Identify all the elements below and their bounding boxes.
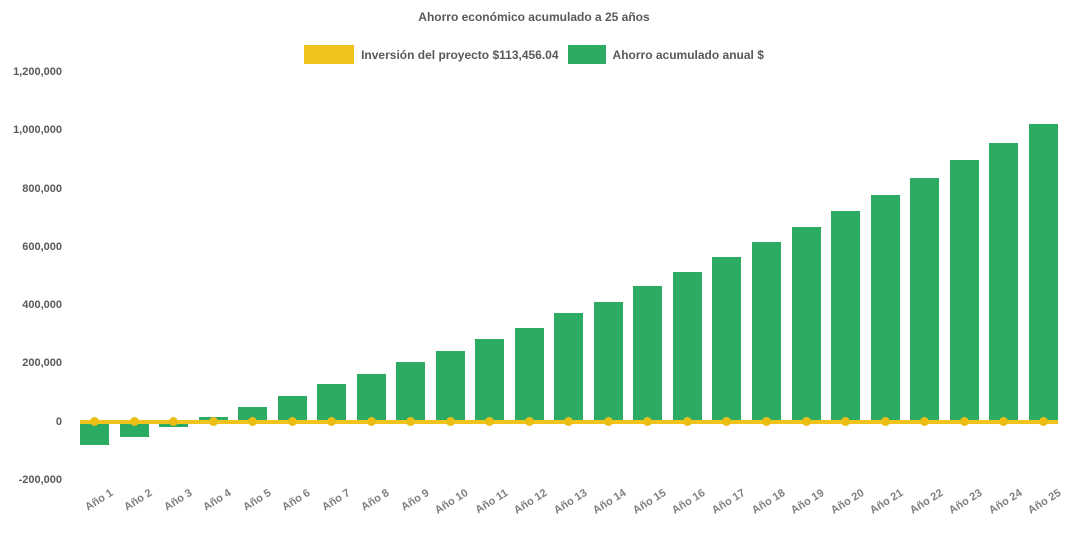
- legend-label-savings: Ahorro acumulado anual $: [612, 47, 764, 62]
- x-axis-label-ano-15: Año 15: [630, 487, 669, 517]
- bar-ano-2[interactable]: [119, 421, 149, 438]
- investment-line-marker-ano-22[interactable]: [920, 417, 930, 427]
- bar-ano-20[interactable]: [831, 210, 861, 422]
- x-axis-label-ano-16: Año 16: [670, 487, 708, 517]
- bar-ano-10[interactable]: [435, 351, 465, 422]
- investment-line-marker-ano-17[interactable]: [722, 417, 732, 427]
- investment-line-marker-ano-21[interactable]: [880, 417, 890, 427]
- bar-ano-13[interactable]: [554, 313, 584, 422]
- x-axis-label-ano-25: Año 25: [1026, 487, 1064, 517]
- y-axis-tick-label: 0: [55, 415, 62, 428]
- bar-ano-5[interactable]: [238, 406, 268, 422]
- x-axis-label-ano-21: Año 21: [867, 487, 906, 517]
- legend-item-savings[interactable]: Ahorro acumulado anual $: [567, 45, 764, 64]
- investment-line-marker-ano-2[interactable]: [129, 417, 139, 427]
- x-axis-label-ano-1: Año 1: [82, 487, 115, 514]
- bar-ano-12[interactable]: [514, 327, 544, 422]
- x-axis-label-ano-10: Año 10: [433, 487, 471, 517]
- investment-line-marker-ano-15[interactable]: [643, 417, 653, 427]
- investment-line-marker-ano-3[interactable]: [169, 417, 179, 427]
- investment-line-marker-ano-13[interactable]: [564, 417, 574, 427]
- bar-ano-14[interactable]: [593, 301, 623, 422]
- investment-line-marker-ano-11[interactable]: [485, 417, 495, 427]
- investment-line-marker-ano-10[interactable]: [445, 417, 455, 427]
- x-axis-label-ano-13: Año 13: [551, 487, 590, 517]
- x-axis-label-ano-4: Año 4: [201, 487, 234, 514]
- x-axis-label-ano-9: Año 9: [398, 487, 432, 514]
- bar-ano-23[interactable]: [949, 160, 979, 422]
- investment-line-marker-ano-5[interactable]: [248, 417, 258, 427]
- bar-ano-16[interactable]: [672, 272, 702, 422]
- bar-ano-22[interactable]: [910, 178, 940, 422]
- x-axis-label-ano-6: Año 6: [280, 487, 313, 514]
- investment-line-marker-ano-8[interactable]: [366, 417, 376, 427]
- x-axis-label-ano-24: Año 24: [986, 487, 1025, 517]
- x-axis-label-ano-17: Año 17: [709, 487, 748, 517]
- x-axis-label-ano-2: Año 2: [122, 487, 155, 514]
- investment-line-marker-ano-7[interactable]: [327, 417, 337, 427]
- investment-line-marker-ano-18[interactable]: [762, 417, 771, 427]
- investment-line-marker-ano-24[interactable]: [999, 417, 1009, 427]
- x-axis-label-ano-14: Año 14: [591, 487, 629, 517]
- x-axis-label-ano-18: Año 18: [749, 487, 787, 517]
- y-axis-tick-label: 1,000,000: [13, 124, 62, 137]
- x-axis-label-ano-7: Año 7: [319, 487, 353, 514]
- y-axis-tick-label: 200,000: [22, 357, 62, 370]
- y-axis-tick-label: -200,000: [18, 474, 62, 486]
- bar-ano-18[interactable]: [752, 241, 781, 422]
- chart-legend: Inversión del proyecto $113,456.04 Ahorr…: [0, 45, 1068, 64]
- bar-ano-19[interactable]: [791, 227, 821, 422]
- bar-ano-15[interactable]: [633, 286, 663, 422]
- savings-bar-swatch: [567, 45, 606, 64]
- x-axis-label-ano-20: Año 20: [828, 487, 866, 517]
- investment-line-marker-ano-4[interactable]: [208, 417, 218, 427]
- x-axis-label-ano-11: Año 11: [473, 487, 511, 517]
- x-axis-label-ano-8: Año 8: [359, 487, 392, 514]
- investment-line-marker-ano-14[interactable]: [603, 417, 613, 427]
- investment-line-marker-ano-1[interactable]: [90, 417, 99, 427]
- legend-label-investment: Inversión del proyecto $113,456.04: [361, 47, 559, 62]
- investment-line-swatch: [304, 45, 355, 64]
- investment-line-marker-ano-25[interactable]: [1038, 417, 1048, 427]
- y-axis-tick-label: 1,200,000: [13, 66, 62, 78]
- x-axis-label-ano-12: Año 12: [512, 487, 550, 517]
- bar-ano-9[interactable]: [396, 362, 426, 422]
- chart-title: Ahorro económico acumulado a 25 años: [418, 10, 650, 24]
- investment-line-marker-ano-16[interactable]: [682, 417, 692, 427]
- investment-line-marker-ano-9[interactable]: [406, 417, 416, 427]
- x-axis-label-ano-23: Año 23: [947, 487, 985, 517]
- bar-ano-7[interactable]: [317, 384, 347, 422]
- bar-ano-24[interactable]: [989, 142, 1019, 422]
- bar-ano-8[interactable]: [356, 373, 386, 422]
- bar-ano-17[interactable]: [712, 257, 742, 422]
- x-axis-label-ano-3: Año 3: [161, 487, 194, 514]
- bar-ano-11[interactable]: [475, 338, 505, 422]
- bar-ano-1[interactable]: [80, 421, 109, 446]
- y-axis-tick-label: 400,000: [22, 299, 62, 312]
- y-axis-tick-label: 800,000: [22, 182, 62, 195]
- investment-line-marker-ano-19[interactable]: [801, 417, 811, 427]
- investment-line-marker-ano-6[interactable]: [287, 417, 297, 427]
- y-axis-tick-label: 600,000: [22, 240, 62, 253]
- investment-line-marker-ano-23[interactable]: [959, 417, 969, 427]
- legend-item-investment[interactable]: Inversión del proyecto $113,456.04: [304, 45, 559, 64]
- investment-line-marker-ano-20[interactable]: [841, 417, 851, 427]
- x-axis-label-ano-5: Año 5: [240, 487, 273, 514]
- bar-ano-25[interactable]: [1028, 124, 1058, 422]
- bar-ano-21[interactable]: [870, 195, 900, 422]
- x-axis-label-ano-19: Año 19: [788, 487, 827, 517]
- x-axis-label-ano-22: Año 22: [907, 487, 945, 517]
- investment-line-marker-ano-12[interactable]: [524, 417, 534, 427]
